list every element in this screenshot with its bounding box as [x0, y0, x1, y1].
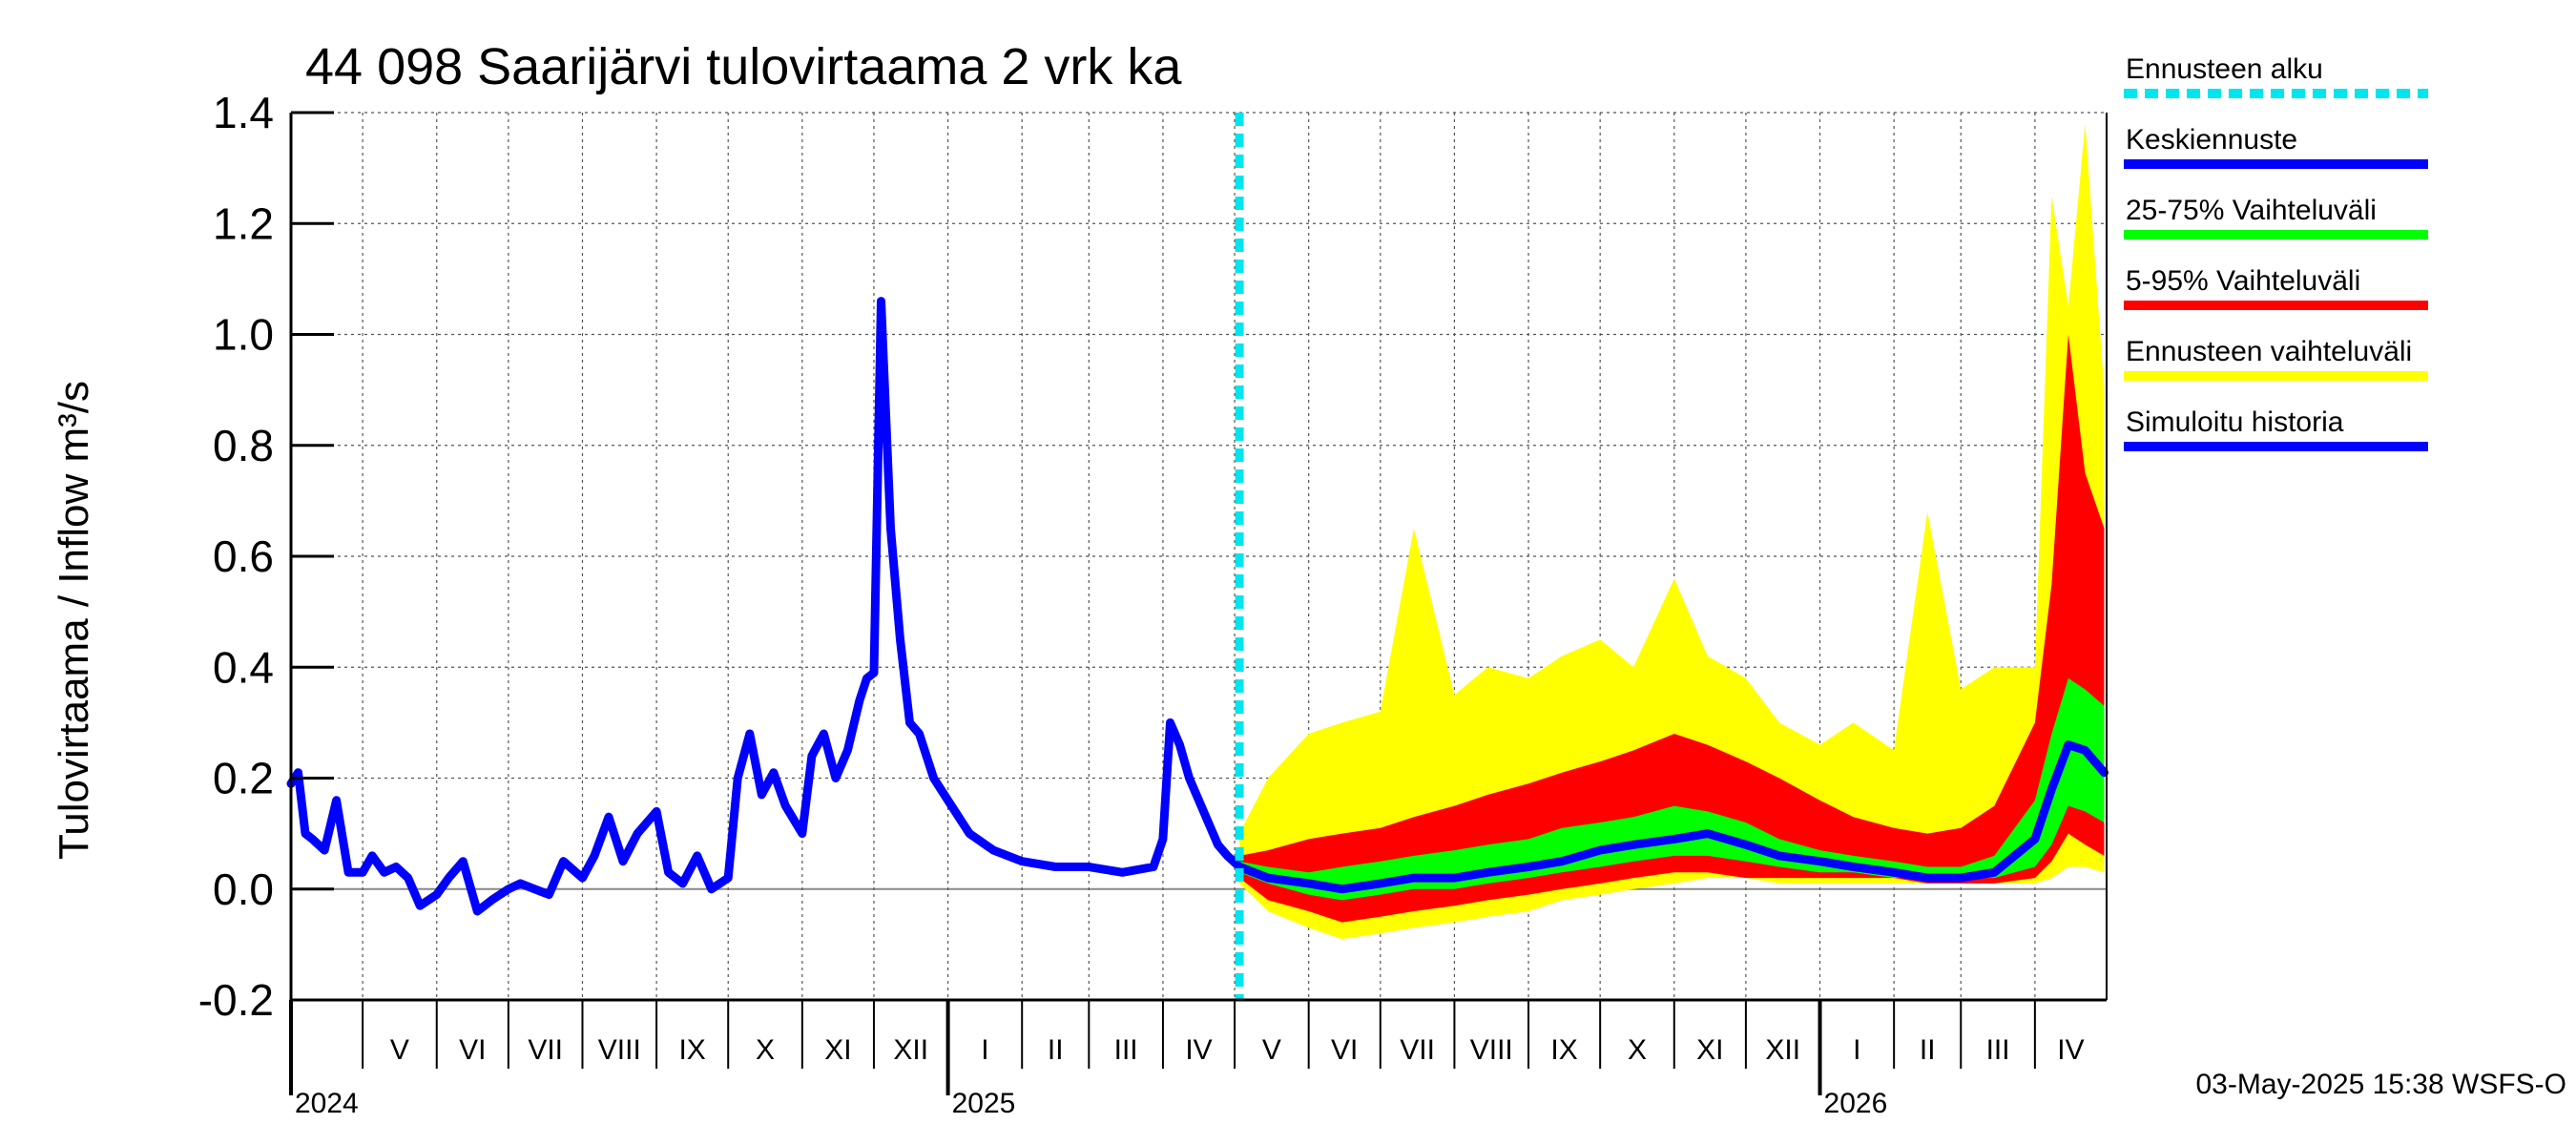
month-label: III: [1986, 1034, 2010, 1066]
month-label: VI: [459, 1034, 486, 1066]
month-label: VIII: [598, 1034, 641, 1066]
legend-label: Keskiennuste: [2126, 124, 2297, 156]
y-tick-label: 0.0: [213, 864, 274, 914]
month-label: X: [1628, 1034, 1647, 1066]
year-label: 2024: [295, 1088, 359, 1119]
month-label: IX: [1550, 1034, 1577, 1066]
month-label: V: [390, 1034, 409, 1066]
chart-title: 44 098 Saarijärvi tulovirtaama 2 vrk ka: [305, 38, 1182, 95]
y-tick-label: 1.2: [213, 198, 274, 248]
legend-label: 25-75% Vaihteluväli: [2126, 195, 2377, 226]
y-ticks: -0.2 0.0 0.2 0.4 0.6 0.8 1.0 1.2 1.4: [198, 88, 334, 1025]
month-label: XII: [893, 1034, 928, 1066]
band-25-75-vaihteluv-li: [1239, 677, 2105, 901]
legend: Ennusteen alku Keskiennuste 25-75% Vaihtel…: [2124, 53, 2428, 451]
legend-label: 5-95% Vaihteluväli: [2126, 265, 2360, 297]
y-tick-label: 0.8: [213, 421, 274, 470]
year-label: 2025: [952, 1088, 1016, 1119]
band-ennusteen-vaihteluv-li: [1239, 123, 2105, 940]
year-label: 2026: [1824, 1088, 1888, 1119]
y-tick-label: 1.4: [213, 88, 274, 137]
y-axis-label: Tulovirtaama / Inflow m³/s: [51, 381, 97, 860]
y-tick-label: -0.2: [198, 975, 274, 1025]
legend-label: Ennusteen vaihteluväli: [2126, 336, 2412, 367]
legend-label: Simuloitu historia: [2126, 406, 2344, 438]
month-label: XII: [1765, 1034, 1800, 1066]
month-label: XI: [1696, 1034, 1723, 1066]
lines: [286, 113, 2109, 1000]
month-label: X: [756, 1034, 775, 1066]
grid: [291, 112, 2107, 1001]
month-label: I: [981, 1034, 988, 1066]
line-simuloitu-historia: [286, 297, 1244, 916]
month-label: VII: [1400, 1034, 1435, 1066]
month-label: II: [1920, 1034, 1936, 1066]
legend-label: Ennusteen alku: [2126, 53, 2323, 85]
month-label: XI: [824, 1034, 851, 1066]
x-ticks: V VI VII VIII IX X XI XII I II III IV V VI VII VIII IX X X…: [289, 1000, 2085, 1119]
y-tick-label: 0.6: [213, 531, 274, 581]
month-label: IX: [678, 1034, 705, 1066]
month-label: V: [1262, 1034, 1281, 1066]
month-label: II: [1048, 1034, 1064, 1066]
month-label: IV: [1185, 1034, 1212, 1066]
month-label: III: [1114, 1034, 1138, 1066]
line-keskiennuste: [1235, 740, 2109, 894]
month-label: VIII: [1470, 1034, 1513, 1066]
month-label: IV: [2057, 1034, 2084, 1066]
y-tick-label: 0.4: [213, 642, 274, 692]
month-label: I: [1853, 1034, 1860, 1066]
month-label: VI: [1331, 1034, 1358, 1066]
y-tick-label: 0.2: [213, 754, 274, 803]
month-label: VII: [528, 1034, 563, 1066]
bands: [1239, 123, 2105, 940]
footer-timestamp: 03-May-2025 15:38 WSFS-O: [2196, 1069, 2567, 1100]
y-tick-label: 1.0: [213, 310, 274, 360]
